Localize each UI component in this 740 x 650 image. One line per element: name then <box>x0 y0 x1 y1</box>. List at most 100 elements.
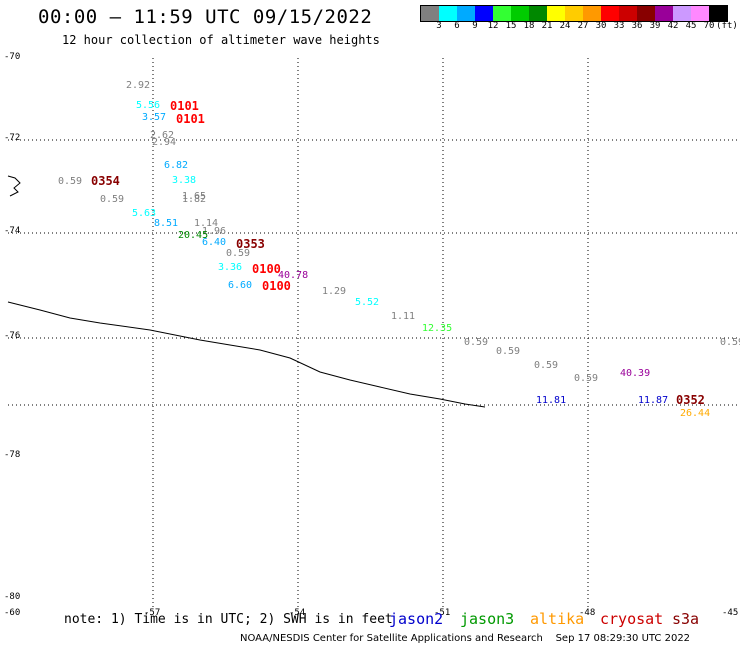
color-scale-tick: 12 <box>487 21 499 31</box>
longitude-label: -54 <box>289 608 306 618</box>
swh-value: 0.59 <box>464 337 489 348</box>
longitude-label: -45 <box>722 608 739 618</box>
color-swatch <box>601 6 619 21</box>
satellite-name: cryosat <box>600 610 664 628</box>
swh-value: 1.29 <box>322 286 347 297</box>
swh-value: 11.87 <box>638 395 669 406</box>
swh-value: 5.52 <box>355 297 380 308</box>
latitude-label: -74 <box>4 226 21 236</box>
swh-value: 1.65 <box>182 191 207 202</box>
orbit-number: 0354 <box>91 174 120 188</box>
swh-value: 5.63 <box>132 208 157 219</box>
swh-value: 3.36 <box>218 262 243 273</box>
color-swatch <box>637 6 655 21</box>
swh-value: 6.60 <box>228 280 253 291</box>
color-swatch <box>583 6 601 21</box>
color-scale-tick: 36 <box>631 21 643 31</box>
color-swatch <box>691 6 709 21</box>
color-scale-tick: 39 <box>649 21 661 31</box>
swh-value: 0.59 <box>720 337 740 348</box>
color-scale-tick: 24 <box>559 21 571 31</box>
swh-value: 5.56 <box>136 100 161 111</box>
swh-value: 1.82 <box>182 194 207 205</box>
color-scale-tick: 33 <box>613 21 625 31</box>
color-swatch <box>619 6 637 21</box>
footnote: note: 1) Time is in UTC; 2) SWH is in fe… <box>64 612 393 627</box>
orbit-number: 0100 <box>252 262 281 276</box>
color-swatch <box>529 6 547 21</box>
swh-value: 3.57 <box>142 112 167 123</box>
color-swatch <box>673 6 691 21</box>
orbit-number: 0101 <box>170 99 199 113</box>
longitude-label: -48 <box>579 608 596 618</box>
satellite-name: jason2 <box>389 610 444 628</box>
color-scale-ticks: 3 6 9 12 15 18 21 24 27 30 33 36 39 42 45 70 (ft) <box>0 21 740 35</box>
graticule <box>8 58 740 608</box>
color-scale-tick: 9 <box>472 21 478 31</box>
swh-value: 0.59 <box>574 373 599 384</box>
swh-value: 11.81 <box>536 395 567 406</box>
color-scale-tick: 15 <box>505 21 517 31</box>
latitude-label: -70 <box>4 52 21 62</box>
coastline <box>7 301 486 408</box>
swh-value: 0.59 <box>100 194 125 205</box>
swh-value: 2.94 <box>152 137 177 148</box>
color-scale-tick: (ft) <box>716 21 738 31</box>
color-scale-tick: 70 <box>703 21 715 31</box>
swh-value: 1.14 <box>194 218 219 229</box>
swh-value: 26.44 <box>680 408 711 419</box>
swh-value: 40.78 <box>278 270 309 281</box>
color-swatch <box>655 6 673 21</box>
swh-value: 20.45 <box>178 230 209 241</box>
swh-value: 1.96 <box>202 226 227 237</box>
swh-value: 6.82 <box>164 160 189 171</box>
longitude-label: -51 <box>434 608 451 618</box>
credit-line: NOAA/NESDIS Center for Satellite Applica… <box>240 633 691 644</box>
color-scale-tick: 6 <box>454 21 460 31</box>
swh-value: 0.59 <box>534 360 559 371</box>
satellite-name: s3a <box>672 610 700 628</box>
latitude-label: -80 <box>4 592 21 602</box>
swh-value: 2.92 <box>126 80 151 91</box>
map-subtitle: 12 hour collection of altimeter wave hei… <box>62 33 380 47</box>
swh-value: 1.11 <box>391 311 416 322</box>
orbit-number: 0101 <box>176 112 205 126</box>
color-scale-tick: 27 <box>577 21 589 31</box>
latitude-label: -78 <box>4 450 21 460</box>
swh-value: 0.59 <box>226 248 251 259</box>
swh-value: 3.38 <box>172 175 197 186</box>
color-scale-tick: 45 <box>685 21 697 31</box>
swh-value: 8.51 <box>154 218 179 229</box>
swh-value: 6.40 <box>202 237 227 248</box>
color-scale-bar <box>420 5 728 22</box>
longitude-label: -57 <box>144 608 161 618</box>
color-scale-tick: 3 <box>436 21 442 31</box>
swh-value: 2.62 <box>150 130 175 141</box>
swh-value: 0.59 <box>58 176 83 187</box>
color-scale-tick: 42 <box>667 21 679 31</box>
color-swatch <box>457 6 475 21</box>
color-scale-tick: 18 <box>523 21 535 31</box>
color-swatch <box>511 6 529 21</box>
color-scale-tick: 21 <box>541 21 553 31</box>
orbit-number: 0100 <box>262 279 291 293</box>
orbit-number: 0353 <box>236 237 265 251</box>
satellite-name: altika <box>530 610 585 628</box>
swh-value: 0.59 <box>496 346 521 357</box>
color-swatch <box>439 6 457 21</box>
color-swatch <box>565 6 583 21</box>
color-swatch <box>421 6 439 21</box>
island-coastline <box>7 175 21 197</box>
latitude-label: -72 <box>4 133 21 143</box>
color-swatch <box>475 6 493 21</box>
color-swatch <box>493 6 511 21</box>
orbit-number: 0352 <box>676 393 705 407</box>
color-scale-tick: 30 <box>595 21 607 31</box>
latitude-label: -76 <box>4 331 21 341</box>
satellite-name: jason3 <box>460 610 515 628</box>
swh-value: 12.35 <box>422 323 453 334</box>
swh-value: 40.39 <box>620 368 651 379</box>
color-swatch <box>709 6 727 21</box>
longitude-label: -60 <box>4 608 21 618</box>
